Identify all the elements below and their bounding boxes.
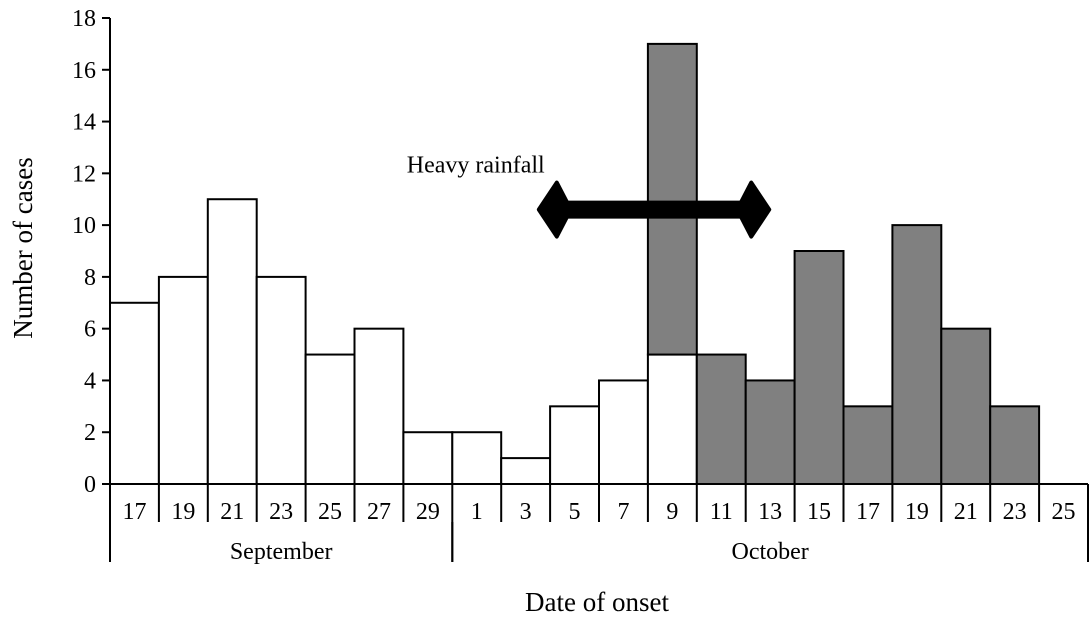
y-tick-label: 8 bbox=[84, 265, 96, 291]
bar-series1-6 bbox=[402, 431, 454, 486]
x-tick-label: 29 bbox=[416, 499, 440, 525]
bar-series2-12 bbox=[695, 353, 747, 485]
x-tick-label: 1 bbox=[471, 499, 483, 525]
bar-series1-0 bbox=[109, 301, 160, 485]
x-tick-label: 3 bbox=[520, 499, 532, 525]
x-tick-label: 5 bbox=[569, 499, 581, 525]
bar-series2-13 bbox=[744, 379, 796, 486]
x-tick-label: 7 bbox=[617, 499, 629, 525]
y-tick-label: 2 bbox=[84, 420, 96, 446]
x-tick-label: 21 bbox=[954, 499, 978, 525]
x-tick-label: 23 bbox=[1003, 499, 1027, 525]
x-axis: 17 19 21 23 25 27 29 1 3 5 7 9 11 13 15 17 19 21 23 25Septe… bbox=[109, 483, 1089, 565]
x-tick-label: 17 bbox=[856, 499, 880, 525]
bar-series1-11 bbox=[646, 353, 698, 485]
bar-series2-14 bbox=[793, 250, 845, 485]
bar-series1-3 bbox=[255, 275, 307, 485]
x-tick-label: 23 bbox=[269, 499, 293, 525]
y-tick-label: 0 bbox=[84, 472, 96, 498]
month-label: September bbox=[230, 539, 333, 565]
bar-series1-9 bbox=[549, 405, 600, 486]
bar-series1-7 bbox=[451, 431, 503, 486]
x-tick-label: 11 bbox=[710, 499, 733, 525]
bar-series1-10 bbox=[598, 379, 649, 486]
x-tick-label: 21 bbox=[220, 499, 244, 525]
x-tick-label: 27 bbox=[367, 499, 391, 525]
bar-series1-8 bbox=[500, 457, 552, 486]
y-tick-label: 14 bbox=[72, 110, 96, 136]
bar-series2-15 bbox=[842, 405, 894, 486]
x-tick-label: 25 bbox=[1052, 499, 1076, 525]
x-tick-label: 25 bbox=[318, 499, 342, 525]
month-label: October bbox=[732, 539, 809, 565]
bar-series1-2 bbox=[206, 198, 258, 485]
bar-series2-18 bbox=[989, 405, 1041, 486]
x-tick-label: 17 bbox=[122, 499, 146, 525]
y-axis: 0 2 4 6 8 10 12 14 16 18 bbox=[72, 6, 111, 498]
y-axis-label: Number of cases bbox=[8, 157, 38, 338]
y-tick-label: 16 bbox=[72, 58, 96, 84]
x-tick-label: 13 bbox=[758, 499, 782, 525]
y-tick-label: 18 bbox=[72, 6, 96, 32]
bar-series1-5 bbox=[353, 327, 405, 485]
x-tick-label: 15 bbox=[807, 499, 831, 525]
x-tick-label: 19 bbox=[171, 499, 195, 525]
y-tick-label: 6 bbox=[84, 317, 96, 343]
rainfall-arrow-head-left bbox=[536, 180, 573, 239]
bar-series2-17 bbox=[940, 327, 992, 485]
rainfall-arrow-head-right bbox=[735, 180, 772, 239]
bars-layer bbox=[109, 42, 1041, 486]
x-axis-label: Date of onset bbox=[525, 587, 669, 617]
bar-series1-1 bbox=[157, 275, 209, 485]
bar-series2-16 bbox=[891, 224, 943, 485]
x-tick-label: 19 bbox=[905, 499, 929, 525]
y-tick-label: 12 bbox=[72, 161, 96, 187]
rainfall-annotation-label: Heavy rainfall bbox=[407, 153, 545, 179]
y-tick-label: 4 bbox=[84, 368, 96, 394]
bar-series2-11 bbox=[646, 42, 698, 356]
annotation-layer: Heavy rainfall bbox=[407, 153, 772, 239]
bar-series1-4 bbox=[304, 353, 356, 485]
x-tick-label: 9 bbox=[666, 499, 678, 525]
y-tick-label: 10 bbox=[72, 213, 96, 239]
